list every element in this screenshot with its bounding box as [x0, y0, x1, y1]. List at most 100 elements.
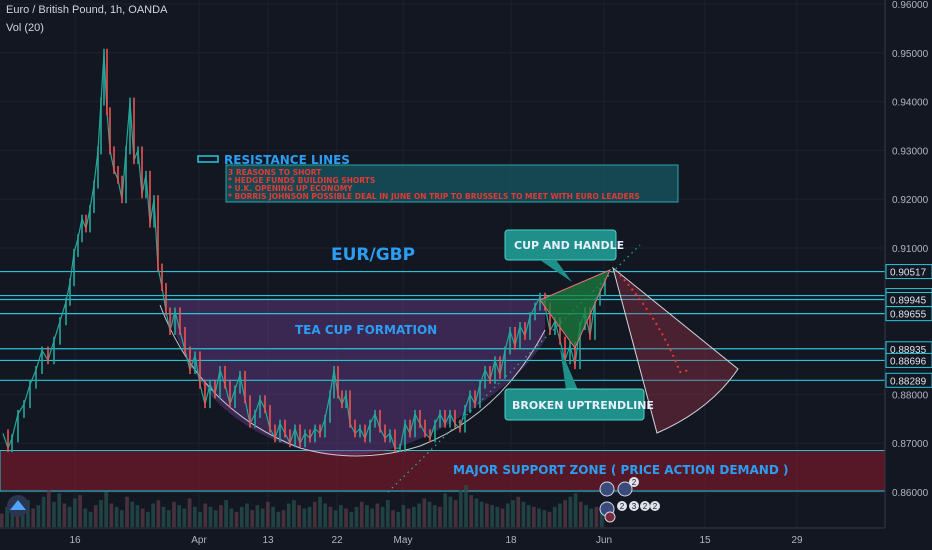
volume-bar	[380, 506, 385, 527]
volume-bar	[599, 510, 604, 527]
volume-bar	[156, 500, 161, 527]
volume-bar	[239, 506, 244, 527]
volume-bar	[198, 511, 202, 527]
volume-bar	[354, 506, 359, 527]
volume-bar	[500, 508, 505, 527]
volume-bar	[130, 501, 135, 527]
y-tick-label: 0.92000	[892, 195, 929, 206]
y-tick-label: 0.91000	[892, 244, 929, 255]
volume-bar	[292, 500, 296, 527]
event-badge-count-text: 2	[643, 502, 648, 511]
volume-bar	[422, 498, 427, 527]
y-tick-label: 0.88000	[892, 390, 929, 401]
event-badge-count[interactable]	[640, 501, 650, 511]
volume-bar	[271, 506, 275, 527]
handle-triangle	[539, 269, 611, 349]
time-axis-panel	[0, 528, 932, 550]
volume-bar	[250, 510, 255, 527]
event-badge-count[interactable]	[617, 501, 627, 511]
event-badge-flag[interactable]	[617, 481, 633, 497]
volume-bar	[187, 498, 192, 527]
volume-bar	[119, 510, 124, 527]
volume-bar	[443, 493, 448, 527]
volume-bar	[140, 508, 145, 527]
price-label-box	[885, 264, 932, 280]
volume-bar	[265, 501, 270, 527]
note-line-2: * HEDGE FUNDS BUILDING SHORTS	[228, 176, 375, 185]
volume-bar	[67, 506, 72, 527]
volume-bar	[568, 496, 573, 527]
volume-bar	[584, 505, 588, 527]
volume-bar	[125, 496, 129, 527]
volume-bar	[255, 505, 260, 527]
volume-bar	[521, 501, 526, 527]
volume-bar	[516, 496, 521, 527]
price-labels: 0.905170.900250.899450.896550.889350.886…	[885, 264, 932, 388]
chart-title: Euro / British Pound, 1h, OANDA	[6, 4, 168, 16]
projection-fan	[612, 266, 739, 434]
volume-bar	[109, 503, 114, 527]
volume-bar	[52, 501, 56, 527]
volume-bar	[281, 510, 286, 527]
volume-bar	[401, 505, 406, 527]
event-badge-count[interactable]	[629, 501, 639, 511]
volume-bar	[537, 508, 541, 527]
event-badge-flag[interactable]	[604, 511, 616, 523]
volume-bar	[260, 508, 265, 527]
volume-bar	[495, 506, 500, 527]
volume-bar	[234, 511, 239, 527]
event-badge-count-text: 2	[632, 478, 637, 487]
x-tick-label: May	[394, 535, 413, 546]
volume-bar	[458, 490, 463, 527]
volume-bar	[412, 506, 416, 527]
note-line-1: 3 REASONS TO SHORT	[228, 168, 322, 177]
volume-bar	[62, 503, 67, 527]
volume-bar	[370, 508, 375, 527]
price-label: 0.89945	[890, 295, 927, 306]
volume-bar	[10, 510, 15, 527]
volume-bar	[589, 508, 594, 527]
y-tick-label: 0.93000	[892, 146, 929, 157]
event-badge-flag[interactable]	[599, 481, 615, 497]
volume-bar	[83, 508, 88, 527]
support-zone	[0, 450, 886, 492]
volume-bar	[31, 508, 36, 527]
volume-bar	[448, 496, 453, 527]
volume-bar	[344, 508, 348, 527]
volume-bar	[469, 495, 474, 527]
price-label: 0.88935	[890, 345, 927, 356]
volume-bar	[224, 500, 228, 527]
volume-bar	[166, 510, 171, 527]
resistance-title: RESISTANCE LINES	[224, 153, 350, 167]
cup-handle-label: CUP AND HANDLE	[514, 239, 624, 252]
cup-handle-box	[504, 229, 617, 261]
volume-bar	[297, 505, 301, 527]
resistance-lines	[0, 270, 885, 381]
volume-bar	[542, 510, 547, 527]
volume-bar	[104, 491, 109, 527]
volume-bar	[286, 503, 291, 527]
event-badge-count[interactable]	[629, 477, 639, 487]
volume-bar	[552, 506, 557, 527]
volume-bar	[26, 500, 30, 527]
volume-bar	[474, 498, 479, 527]
volume-bar	[391, 510, 395, 527]
price-label-box	[885, 372, 932, 388]
volume-bar	[208, 506, 213, 527]
volume-bar	[73, 498, 77, 527]
volume-bar	[213, 510, 218, 527]
x-tick-label: 16	[69, 535, 81, 546]
event-badge-count[interactable]	[650, 501, 660, 511]
broken-uptrend-pointer	[560, 348, 578, 390]
price-label: 0.90517	[890, 268, 927, 279]
price-axis: 0.96000 0.95000 0.94000 0.93000 0.92000 0.910…	[892, 0, 929, 499]
volume-bar	[385, 500, 390, 527]
volume-bar	[0, 513, 4, 527]
volume-bar	[177, 505, 182, 527]
symbol-label: EUR/GBP	[331, 245, 415, 265]
volume-bar	[192, 506, 197, 527]
volume-bar	[20, 511, 25, 527]
volume-bar	[526, 505, 531, 527]
volume-bar	[558, 503, 562, 527]
